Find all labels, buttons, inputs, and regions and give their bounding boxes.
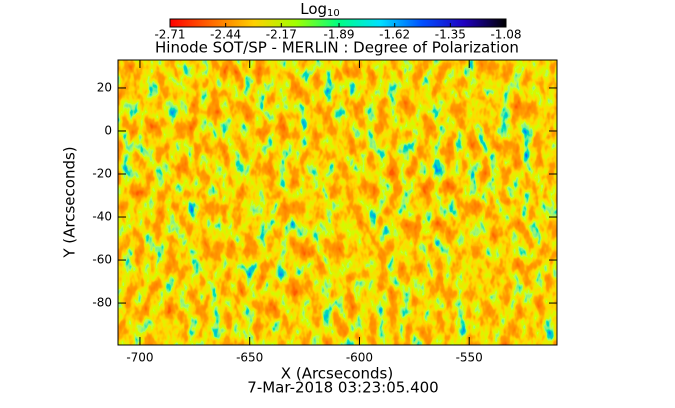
- colorbar-tick-label: -2.44: [210, 28, 241, 42]
- x-tick-label: -600: [346, 351, 373, 365]
- colorbar-tick-label: -1.35: [435, 28, 466, 42]
- x-axis-label: X (Arcseconds): [281, 365, 393, 383]
- colorbar-tick-label: -1.08: [490, 28, 521, 42]
- polarization-map: [118, 60, 557, 345]
- date-label: 7-Mar-2018 03:23:05.400: [247, 379, 438, 397]
- colorbar-tick-label: -2.71: [154, 28, 185, 42]
- colorbar-tick-label: -1.89: [323, 28, 354, 42]
- x-tick-label: -650: [236, 351, 263, 365]
- y-tick-label: 20: [97, 80, 112, 94]
- colorbar-label-base: Log: [300, 0, 327, 18]
- x-tick-label: -550: [456, 351, 483, 365]
- y-axis-label: Y (Arcseconds): [61, 146, 79, 258]
- plot-frame: [117, 59, 558, 346]
- y-tick-label: -80: [92, 296, 112, 310]
- colorbar-label: Log10: [300, 0, 340, 19]
- colorbar-label-subscript: 10: [327, 8, 340, 19]
- y-tick-label: -40: [92, 210, 112, 224]
- y-tick-label: -60: [92, 253, 112, 267]
- y-tick-label: -20: [92, 167, 112, 181]
- colorbar-tick-label: -2.17: [266, 28, 297, 42]
- colorbar: [169, 18, 507, 28]
- y-tick-label: 0: [104, 123, 112, 137]
- colorbar-tick-label: -1.62: [379, 28, 410, 42]
- x-tick-label: -700: [126, 351, 153, 365]
- chart-title: Hinode SOT/SP - MERLIN : Degree of Polar…: [155, 39, 519, 57]
